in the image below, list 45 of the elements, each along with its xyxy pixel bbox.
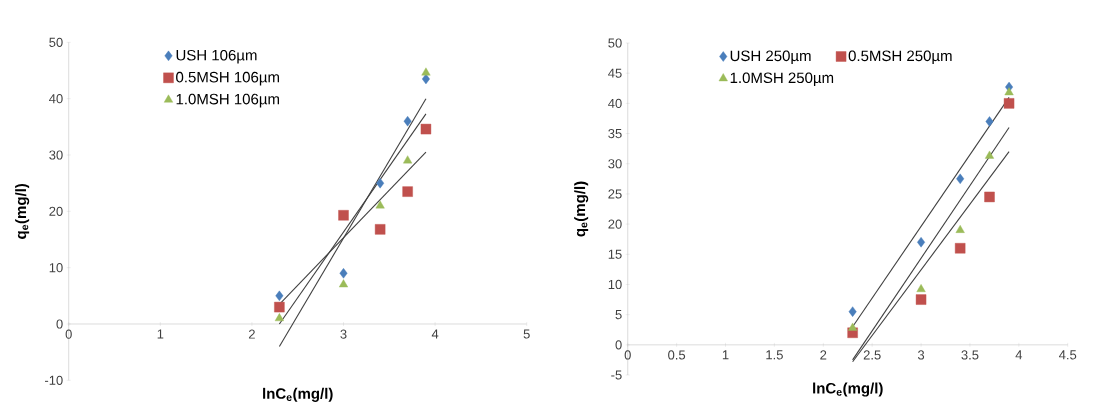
y-tick-label: 15 xyxy=(608,249,622,259)
legend-label: 0.5MSH 250µm xyxy=(848,50,952,64)
y-tick-label: 30 xyxy=(49,150,63,160)
x-tick-label: 0 xyxy=(624,350,631,360)
x-tick-label: 2.5 xyxy=(863,350,881,360)
y-tick-label: 0 xyxy=(615,340,622,350)
y-tick-label: 20 xyxy=(608,219,622,229)
y-tick-label: 0 xyxy=(56,319,63,329)
y-tick-label: 45 xyxy=(608,68,622,78)
y-tick-label: 40 xyxy=(49,93,63,104)
y-tick-label: 30 xyxy=(608,159,622,169)
x-tick-label: 0.5 xyxy=(668,350,686,360)
legend-label: USH 250µm xyxy=(730,50,811,64)
x-axis-title: lnC$_{e}$(mg/l) xyxy=(263,387,333,402)
y-tick-label: 25 xyxy=(608,189,622,199)
x-tick-label: 0 xyxy=(65,329,72,339)
x-tick-label: 1.5 xyxy=(766,350,783,360)
y-tick-label: 10 xyxy=(49,262,63,273)
y-tick-label: -10 xyxy=(44,375,63,385)
x-tick-label: 4 xyxy=(1015,350,1023,360)
y-tick-label: 20 xyxy=(49,206,63,216)
y-tick-label: 10 xyxy=(608,279,622,289)
x-tick-label: 3 xyxy=(340,329,347,339)
x-axis-title: lnC$_{e}$(mg/l) xyxy=(813,382,883,397)
x-tick-label: 2 xyxy=(820,350,827,360)
y-tick-label: -5 xyxy=(611,370,622,380)
legend-label: USH 106µm xyxy=(176,49,257,64)
x-tick-label: 5 xyxy=(523,329,530,339)
x-tick-label: 4.5 xyxy=(1058,350,1077,360)
y-tick-label: 40 xyxy=(608,98,622,108)
x-tick-label: 1 xyxy=(157,329,164,339)
legend-label: 1.0MSH 106µm xyxy=(176,93,279,108)
x-tick-label: 3 xyxy=(917,350,925,360)
y-tick-label: 35 xyxy=(608,128,622,139)
x-tick-label: 2 xyxy=(248,329,255,339)
legend-label: 1.0MSH 250µm xyxy=(730,72,834,86)
x-tick-label: 4 xyxy=(431,329,439,339)
y-axis-title: q$_{e}$(mg/l) xyxy=(15,183,30,239)
legend-label: 0.5MSH 106µm xyxy=(176,71,279,86)
x-tick-label: 1 xyxy=(722,350,729,360)
y-tick-label: 50 xyxy=(49,37,63,47)
x-tick-label: 3.5 xyxy=(961,350,979,360)
y-axis-title: q$_{e}$(mg/l) xyxy=(574,181,589,237)
y-tick-label: 50 xyxy=(608,38,622,48)
y-tick-label: 5 xyxy=(615,310,622,320)
